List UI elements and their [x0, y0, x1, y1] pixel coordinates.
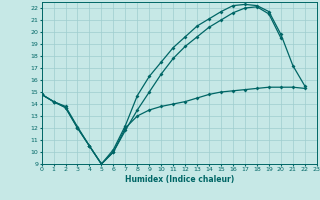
X-axis label: Humidex (Indice chaleur): Humidex (Indice chaleur): [124, 175, 234, 184]
